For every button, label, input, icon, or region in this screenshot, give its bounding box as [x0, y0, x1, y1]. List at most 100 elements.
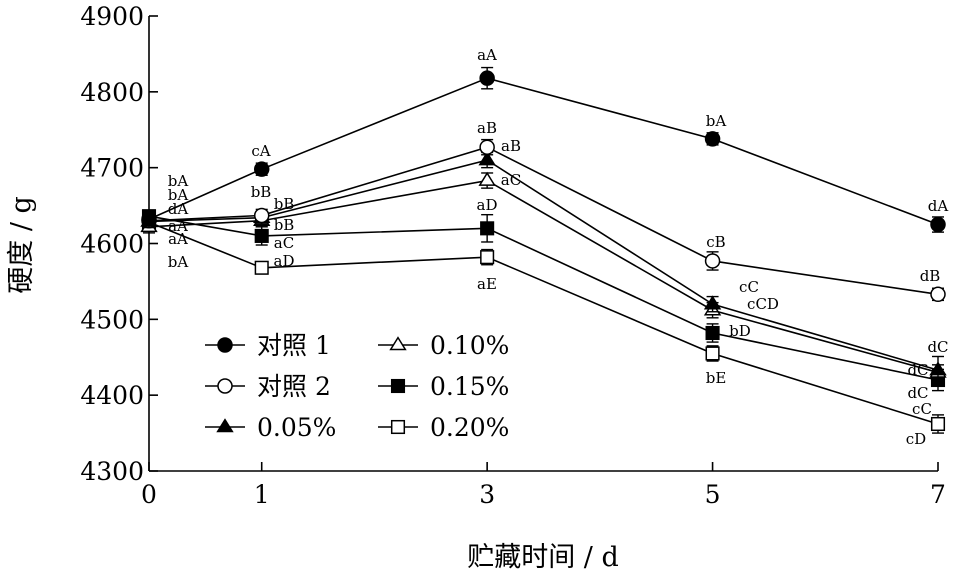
marker-shape [253, 161, 270, 177]
marker-shape [217, 337, 233, 353]
legend-item: 0.05% [205, 413, 336, 442]
data-point [141, 211, 157, 227]
legend: 对照 1 对照 2 0.05% 0.10% 0.15% 0.20% [205, 331, 509, 442]
x-axis-title: 贮藏时间 / d [467, 542, 619, 573]
y-tick-label: 4600 [80, 230, 144, 259]
x-tick-label: 0 [141, 480, 157, 509]
x-tick-label: 1 [254, 480, 270, 509]
legend-label: 0.15% [430, 372, 509, 401]
letter-label: aE [477, 275, 497, 293]
letter-label: aA [168, 230, 188, 248]
marker-shape [479, 139, 495, 155]
data-point [479, 70, 495, 86]
marker-shape [930, 216, 946, 233]
marker-shape [141, 211, 157, 227]
marker-shape [930, 286, 946, 303]
x-tick-label: 5 [705, 480, 721, 509]
marker-shape [480, 221, 495, 236]
letter-label: bE [706, 369, 727, 387]
data-point [480, 221, 495, 236]
letter-label: cCD [747, 295, 779, 313]
legend-marker [217, 378, 233, 394]
y-tick-label: 4700 [80, 154, 144, 183]
letter-label: dA [168, 200, 189, 218]
letter-label: bB [274, 216, 295, 234]
letter-label: cB [706, 233, 725, 251]
data-point [253, 161, 270, 177]
data-point [479, 139, 495, 155]
legend-marker [389, 336, 407, 351]
letter-label: bB [274, 195, 295, 213]
data-point [480, 250, 495, 265]
legend-label: 0.10% [430, 331, 509, 360]
marker-shape [254, 260, 269, 275]
marker-shape [479, 70, 495, 86]
data-point [930, 286, 946, 303]
letter-label: dC [907, 361, 928, 379]
letter-label: aB [477, 119, 497, 137]
marker-shape [390, 378, 406, 394]
data-point [478, 151, 496, 166]
legend-item: 对照 2 [205, 372, 331, 401]
legend-label: 对照 2 [257, 372, 331, 401]
data-point [704, 253, 721, 269]
letter-label: cC [912, 400, 932, 418]
legend-marker [390, 378, 406, 394]
data-point [705, 325, 720, 341]
y-tick-label: 4500 [80, 305, 144, 334]
letter-label: aC [274, 234, 294, 252]
letter-label: bA [168, 172, 189, 190]
axes: 4300 4400 4500 4600 4700 4800 4900 0 1 3 5 7 [80, 2, 946, 509]
legend-label: 0.05% [257, 413, 336, 442]
marker-shape [478, 171, 496, 186]
letter-label: bA [168, 186, 189, 204]
legend-item: 0.10% [378, 331, 509, 360]
marker-shape [478, 151, 496, 166]
marker-shape [704, 131, 721, 147]
x-tick-label: 7 [930, 480, 946, 509]
legend-item: 对照 1 [205, 331, 331, 360]
marker-shape [390, 419, 406, 435]
y-tick-label: 4300 [80, 457, 144, 486]
letter-label: aA [168, 217, 188, 235]
data-point [929, 361, 947, 376]
data-point [253, 207, 270, 224]
letter-label: dB [920, 267, 941, 285]
marker-shape [480, 250, 495, 265]
legend-item: 0.15% [378, 372, 509, 401]
letter-label: aA [477, 46, 497, 64]
series-5 [141, 209, 946, 392]
series-layer [140, 66, 947, 434]
letter-label: aC [501, 171, 521, 189]
y-axis-title: 硬度 / g [6, 196, 37, 294]
data-point [703, 295, 722, 310]
letter-label: bB [251, 183, 272, 201]
legend-marker [390, 419, 406, 435]
letter-label: cC [739, 278, 759, 296]
data-point [478, 171, 496, 186]
letter-label: aD [274, 252, 295, 270]
letter-label: dC [927, 338, 948, 356]
legend-marker [217, 337, 233, 353]
marker-shape [705, 346, 720, 361]
letter-label: bA [168, 253, 189, 271]
letter-label: dC [907, 384, 928, 402]
legend-item: 0.20% [378, 413, 509, 442]
data-point [254, 260, 269, 275]
marker-shape [253, 207, 270, 224]
letter-label: bA [706, 112, 727, 130]
letter-label: bD [729, 322, 751, 340]
letter-label: cA [251, 142, 270, 160]
letter-label: aB [501, 137, 521, 155]
data-point [705, 346, 720, 361]
data-point [930, 416, 946, 432]
data-point [254, 228, 269, 243]
letter-label: dA [928, 197, 949, 215]
marker-shape [217, 378, 233, 394]
marker-shape [929, 361, 947, 376]
series-1 [141, 66, 946, 233]
marker-shape [705, 325, 720, 341]
marker-shape [704, 253, 721, 269]
